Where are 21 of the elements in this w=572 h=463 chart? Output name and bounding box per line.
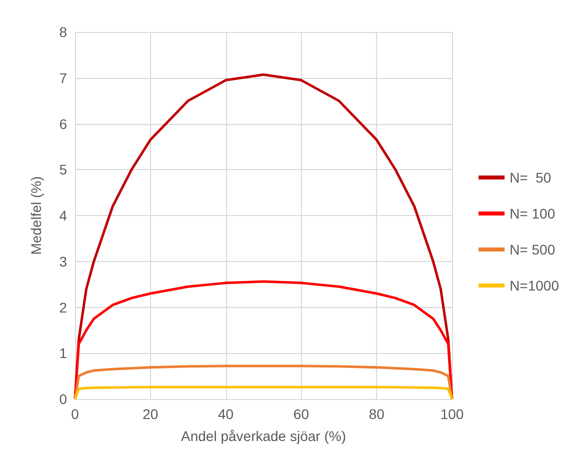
x-tick-label: 100 [440, 406, 464, 422]
x-tick-label: 0 [71, 406, 80, 422]
y-tick-label: 2 [59, 299, 68, 316]
y-tick-label: 7 [59, 70, 68, 86]
legend-label: N= 100 [510, 206, 556, 222]
x-tick-label: 80 [368, 406, 385, 422]
x-tick-label: 40 [218, 406, 234, 422]
x-axis-title: Andel påverkade sjöar (%) [181, 428, 346, 444]
y-tick-label: 3 [59, 253, 68, 270]
legend-label: N= 500 [510, 242, 556, 258]
x-tick-label: 60 [293, 406, 310, 422]
legend-label: N= 50 [510, 170, 552, 186]
x-tick-label: 20 [142, 406, 158, 422]
y-tick-label: 6 [59, 116, 68, 132]
y-tick-label: 5 [59, 162, 68, 178]
y-tick-label: 4 [59, 208, 68, 224]
y-tick-label: 8 [59, 24, 68, 40]
y-axis-title: Medelfel (%) [28, 176, 44, 255]
y-tick-label: 1 [59, 345, 68, 362]
legend-label: N=1000 [510, 278, 560, 294]
y-tick-label: 0 [59, 391, 68, 407]
